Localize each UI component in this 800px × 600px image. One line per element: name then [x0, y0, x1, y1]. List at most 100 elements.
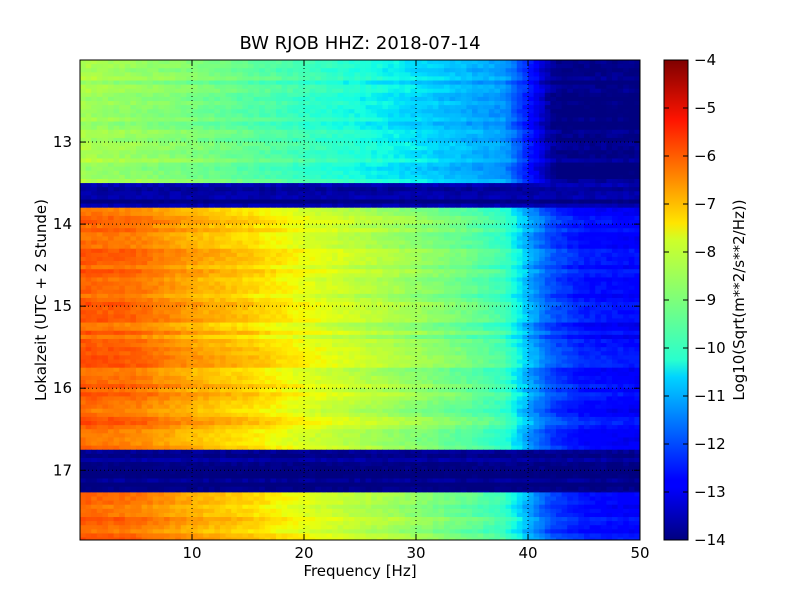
heatmap-cell: [169, 203, 176, 209]
heatmap-cell: [410, 195, 417, 201]
heatmap-cell: [164, 215, 171, 221]
heatmap-cell: [242, 174, 249, 180]
heatmap-cell: [628, 199, 635, 205]
heatmap-cell: [169, 80, 176, 86]
heatmap-cell: [208, 142, 215, 147]
heatmap-cell: [628, 125, 635, 131]
heatmap-cell: [444, 232, 451, 238]
heatmap-cell: [365, 125, 372, 131]
heatmap-cell: [164, 146, 171, 151]
heatmap-cell: [544, 133, 551, 139]
heatmap-cell: [164, 125, 171, 131]
heatmap-cell: [572, 105, 579, 110]
heatmap-cell: [376, 105, 383, 110]
heatmap-cell: [220, 109, 227, 114]
heatmap-cell: [567, 133, 574, 139]
heatmap-cell: [292, 252, 299, 258]
heatmap-cell: [175, 150, 182, 155]
heatmap-cell: [119, 211, 126, 217]
heatmap-cell: [108, 252, 115, 258]
heatmap-cell: [567, 121, 574, 127]
heatmap-cell: [197, 174, 204, 180]
heatmap-cell: [248, 158, 255, 164]
heatmap-cell: [634, 142, 640, 147]
heatmap-cell: [483, 84, 490, 90]
heatmap-cell: [584, 133, 591, 139]
heatmap-cell: [85, 64, 92, 69]
heatmap-cell: [466, 220, 473, 225]
heatmap-cell: [500, 109, 507, 114]
heatmap-cell: [438, 166, 445, 172]
heatmap-cell: [343, 133, 350, 139]
heatmap-cell: [80, 224, 87, 229]
heatmap-cell: [119, 244, 126, 250]
heatmap-cell: [298, 68, 305, 73]
heatmap-cell: [550, 224, 557, 229]
heatmap-cell: [158, 224, 165, 229]
heatmap-cell: [309, 228, 316, 233]
heatmap-cell: [522, 240, 529, 246]
heatmap-cell: [612, 240, 619, 246]
heatmap-cell: [264, 129, 271, 135]
heatmap-cell: [220, 166, 227, 172]
heatmap-cell: [292, 158, 299, 164]
heatmap-cell: [287, 80, 294, 86]
heatmap-cell: [203, 166, 210, 172]
heatmap-cell: [309, 80, 316, 86]
heatmap-cell: [460, 60, 467, 65]
heatmap-cell: [292, 232, 299, 238]
heatmap-cell: [427, 146, 434, 151]
heatmap-cell: [180, 203, 187, 209]
heatmap-cell: [477, 113, 484, 119]
heatmap-cell: [516, 64, 523, 69]
heatmap-cell: [455, 158, 462, 164]
heatmap-cell: [197, 146, 204, 151]
heatmap-cell: [584, 244, 591, 250]
heatmap-cell: [113, 80, 120, 86]
heatmap-cell: [186, 199, 193, 205]
heatmap-cell: [253, 92, 260, 98]
heatmap-cell: [136, 162, 143, 168]
heatmap-cell: [500, 154, 507, 160]
heatmap-cell: [203, 68, 210, 73]
heatmap-cell: [544, 109, 551, 114]
heatmap-cell: [85, 183, 92, 188]
heatmap-cell: [438, 191, 445, 196]
heatmap-cell: [102, 96, 109, 102]
heatmap-cell: [567, 228, 574, 233]
heatmap-cell: [175, 220, 182, 225]
heatmap-cell: [220, 113, 227, 119]
heatmap-cell: [113, 256, 120, 262]
heatmap-cell: [488, 220, 495, 225]
heatmap-cell: [259, 199, 266, 205]
heatmap-cell: [270, 183, 277, 188]
heatmap-cell: [147, 125, 154, 131]
heatmap-cell: [578, 88, 585, 94]
heatmap-cell: [169, 232, 176, 238]
heatmap-cell: [388, 248, 395, 254]
heatmap-cell: [80, 117, 87, 123]
heatmap-cell: [264, 121, 271, 127]
heatmap-cell: [472, 191, 479, 196]
heatmap-cell: [376, 117, 383, 123]
heatmap-cell: [141, 88, 148, 94]
heatmap-cell: [393, 166, 400, 172]
heatmap-cell: [483, 109, 490, 114]
heatmap-cell: [337, 220, 344, 225]
heatmap-cell: [393, 92, 400, 98]
heatmap-cell: [539, 84, 546, 90]
heatmap-cell: [449, 228, 456, 233]
heatmap-cell: [309, 224, 316, 229]
heatmap-cell: [315, 146, 322, 151]
heatmap-cell: [147, 64, 154, 69]
heatmap-cell: [365, 121, 372, 127]
heatmap-cell: [533, 224, 540, 229]
heatmap-cell: [91, 96, 98, 102]
heatmap-cell: [197, 183, 204, 188]
heatmap-cell: [606, 113, 613, 119]
heatmap-cell: [572, 154, 579, 160]
heatmap-cell: [578, 244, 585, 250]
heatmap-cell: [180, 215, 187, 221]
heatmap-cell: [477, 240, 484, 246]
heatmap-cell: [404, 166, 411, 172]
